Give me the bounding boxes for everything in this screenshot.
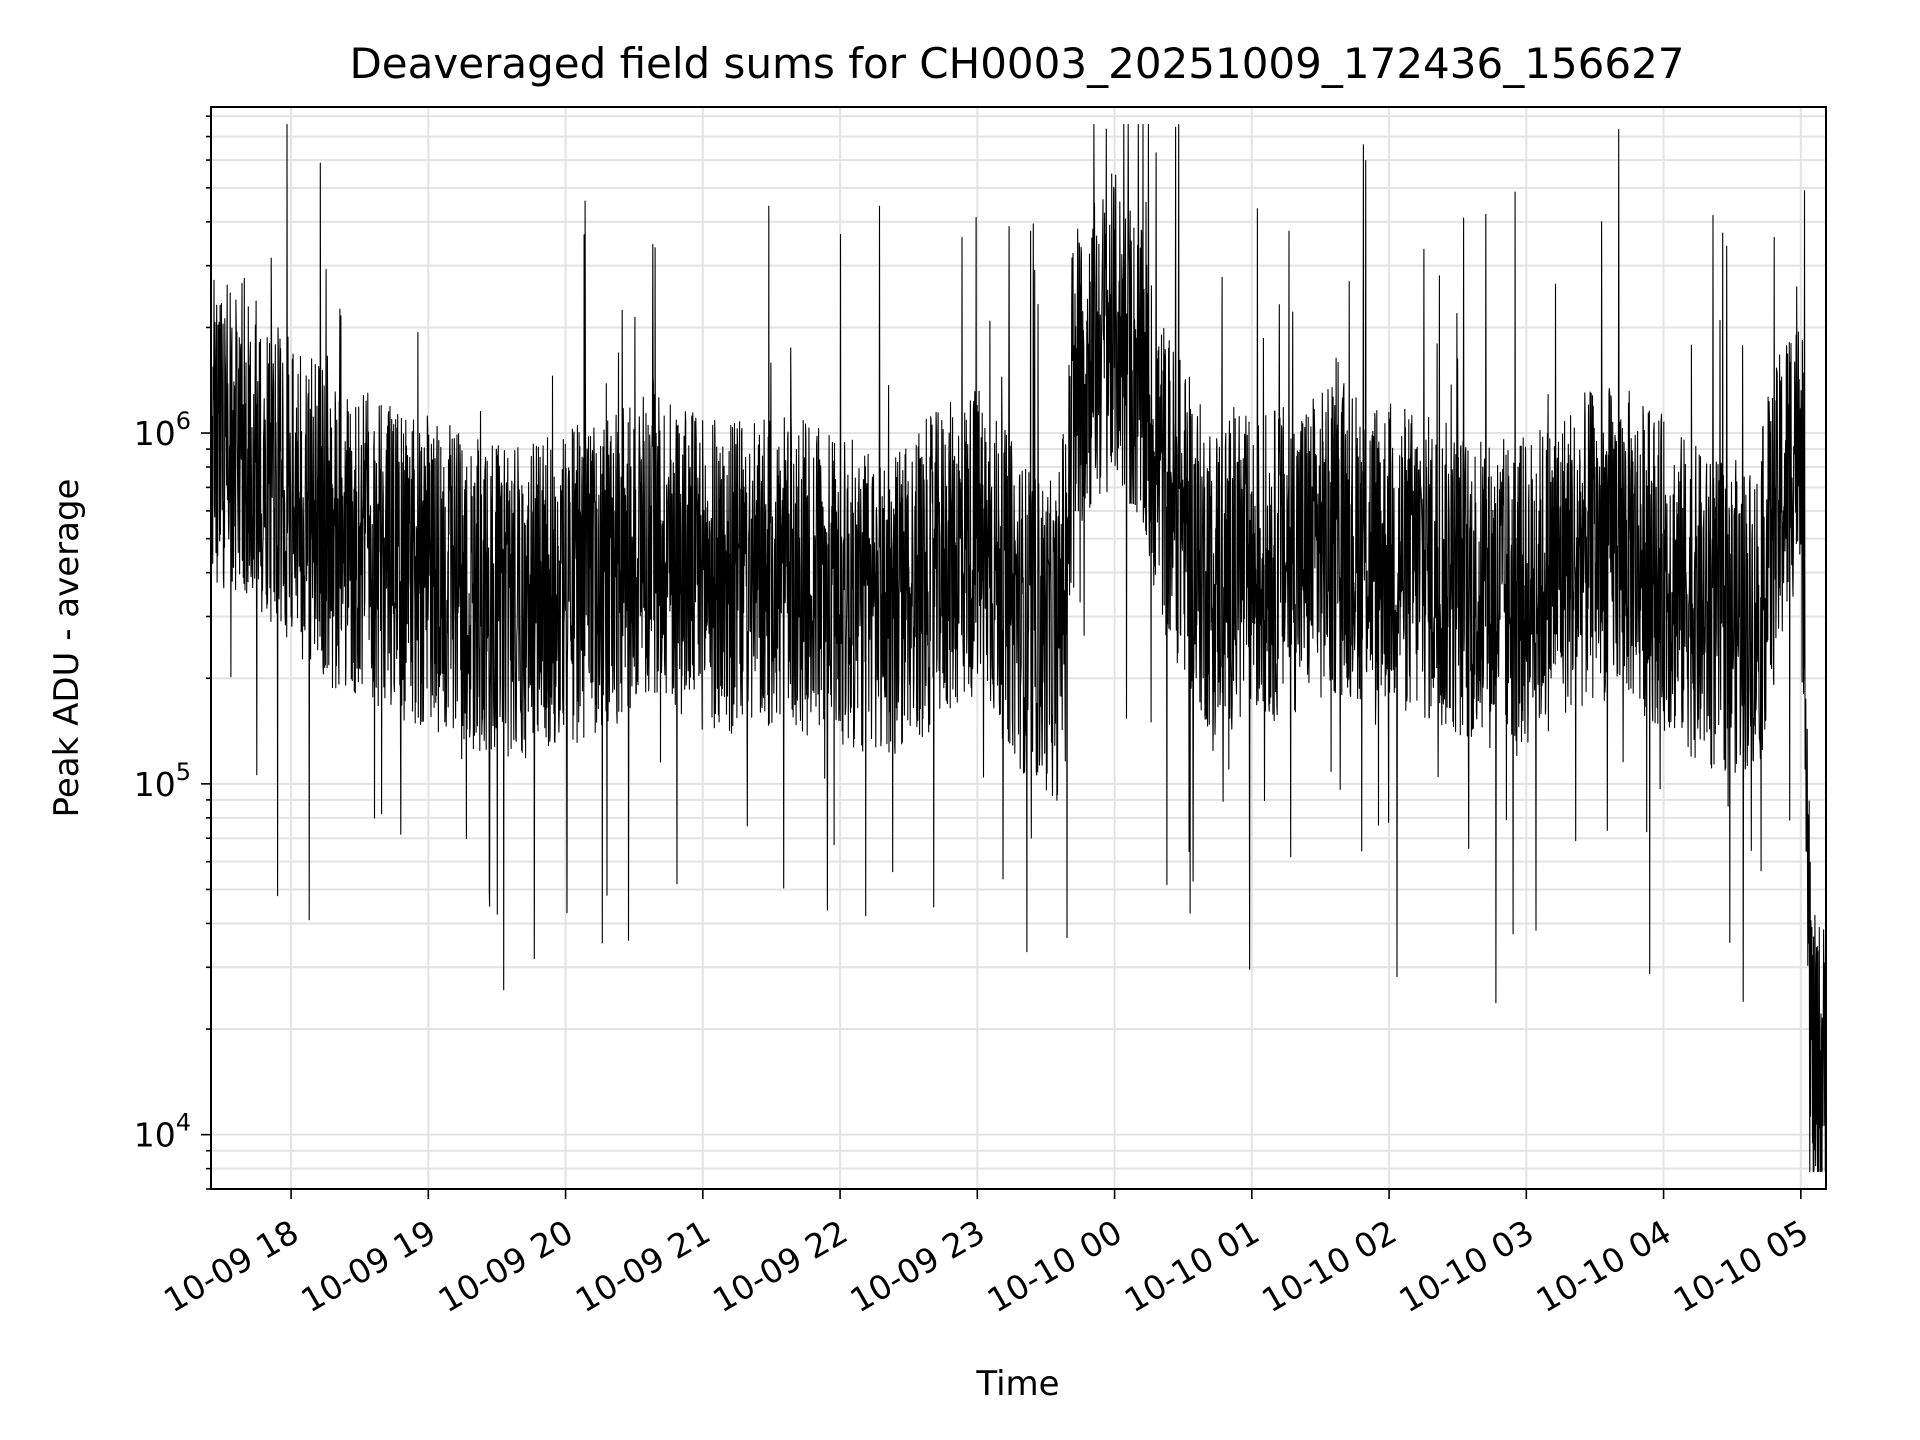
chart-title: Deaveraged field sums for CH0003_2025100… [349, 39, 1684, 88]
x-tick-label: 10-09 19 [294, 1212, 442, 1320]
x-tick-label: 10-10 05 [1667, 1212, 1815, 1320]
y-tick-label: 105 [134, 758, 191, 804]
x-tick-label: 10-09 22 [706, 1212, 854, 1320]
x-tick-label: 10-10 04 [1530, 1212, 1678, 1320]
y-tick-label: 104 [134, 1109, 191, 1155]
y-tick-label: 106 [134, 407, 191, 453]
x-tick-label: 10-10 03 [1392, 1212, 1540, 1320]
y-axis-label: Peak ADU - average [47, 479, 87, 818]
plot-frame [210, 106, 1827, 1190]
x-tick-label: 10-10 02 [1255, 1212, 1403, 1320]
x-tick-label: 10-09 21 [569, 1212, 717, 1320]
series-group [210, 123, 1827, 1173]
x-tick-label: 10-09 18 [157, 1212, 305, 1320]
x-tick-label: 10-09 20 [432, 1212, 580, 1320]
x-tick-label: 10-10 01 [1118, 1212, 1266, 1320]
x-tick-label: 10-10 00 [981, 1212, 1129, 1320]
x-axis-label: Time [975, 1364, 1059, 1404]
x-tick-label: 10-09 23 [843, 1212, 991, 1320]
series-line [210, 123, 1827, 1173]
y-axis: 104 105 106 [134, 115, 211, 1190]
